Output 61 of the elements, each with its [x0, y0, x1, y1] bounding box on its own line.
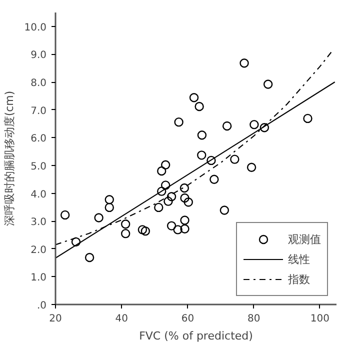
y-tick-label: 10.0 — [24, 22, 46, 34]
point — [166, 221, 176, 230]
point — [303, 114, 312, 124]
point — [180, 216, 190, 225]
point — [246, 162, 256, 172]
y-tick-label: 4.0 — [30, 189, 47, 200]
point — [206, 156, 216, 166]
point — [173, 225, 182, 234]
y-axis-title: 深呼吸时的膈肌移动度(cm) — [3, 90, 16, 226]
point — [84, 252, 94, 262]
point — [166, 192, 176, 202]
y-tick-label: 5.0 — [30, 161, 47, 172]
y-tick-label: 7.0 — [30, 106, 47, 117]
x-tick-label: 20 — [49, 314, 62, 324]
x-axis-title: FVC (% of predicted) — [139, 330, 253, 342]
point — [180, 224, 190, 234]
point — [184, 198, 193, 207]
point — [230, 154, 240, 164]
y-tick-label: .0 — [36, 300, 47, 312]
point — [260, 123, 270, 132]
point — [222, 121, 232, 131]
point — [160, 160, 170, 170]
y-tick-label: 6.0 — [30, 134, 47, 145]
point — [197, 130, 207, 140]
point — [94, 213, 104, 222]
point — [164, 196, 173, 206]
x-tick-label: 80 — [247, 314, 260, 324]
legend-label: 线性 — [288, 252, 310, 266]
point — [71, 237, 81, 247]
legend-label: 观测值 — [288, 232, 321, 246]
point — [140, 226, 150, 236]
point — [104, 195, 114, 204]
point — [250, 120, 259, 130]
point — [154, 202, 164, 212]
point — [263, 80, 273, 89]
y-tick-label: 3.0 — [30, 217, 47, 228]
point — [157, 166, 166, 176]
point — [210, 174, 219, 184]
point — [60, 210, 70, 220]
point — [120, 228, 130, 238]
point — [220, 206, 230, 215]
legend-label: 指数 — [288, 272, 310, 286]
x-tick-label: 100 — [310, 314, 330, 324]
point — [120, 220, 130, 229]
y-tick-label: 2.0 — [30, 244, 47, 256]
point — [240, 58, 249, 68]
point — [104, 202, 114, 212]
x-tick-label: 40 — [115, 314, 128, 324]
point — [138, 225, 148, 234]
y-tick-label: 8.0 — [30, 78, 47, 90]
y-tick-label: 9.0 — [30, 50, 47, 62]
point — [180, 183, 190, 193]
point — [194, 102, 204, 112]
point — [160, 180, 170, 190]
point — [197, 150, 206, 160]
y-tick-label: 1.0 — [30, 272, 47, 284]
point — [180, 193, 190, 203]
point — [189, 93, 199, 102]
point — [174, 117, 184, 127]
point — [157, 186, 166, 196]
x-tick-label: 60 — [181, 314, 194, 324]
